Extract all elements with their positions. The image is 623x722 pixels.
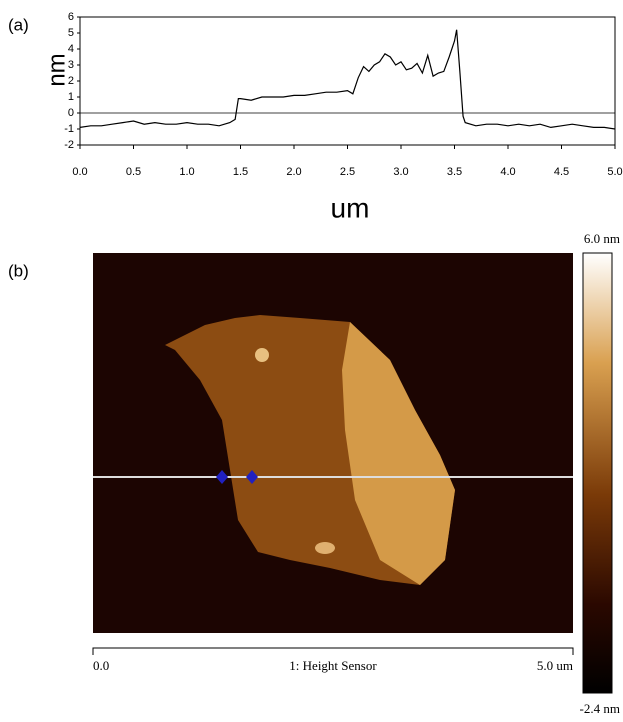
afm-image (92, 252, 613, 694)
flake-thick (342, 322, 455, 585)
y-tick-label: 0 (68, 107, 74, 119)
marker (216, 470, 228, 484)
y-tick-label: -2 (64, 139, 74, 151)
y-axis-label: nm (43, 53, 70, 86)
profile-line (79, 29, 616, 130)
x-axis-label: um (331, 192, 370, 223)
scale-max: 6.0 nm (584, 231, 620, 246)
x-tick-label: 0.5 (126, 166, 141, 178)
particle (255, 348, 269, 362)
y-tick-label: 5 (68, 27, 74, 39)
y-tick-label: 1 (68, 91, 74, 103)
y-tick-label: 6 (68, 11, 74, 23)
y-tick-label: 4 (68, 43, 74, 55)
bar-start: 0.0 (93, 658, 109, 673)
y-tick-label: 2 (68, 75, 74, 87)
channel-label: 1: Height Sensor (289, 658, 377, 673)
x-tick-label: 5.0 (607, 166, 622, 178)
particle (315, 542, 335, 554)
plot: -2 -1 0 1 2 3 4 5 6 0.0 0.5 1.0 1.5 2.0 2.5 3.0 3.5 4.0 4.… (64, 11, 622, 178)
x-tick-label: 2.5 (340, 166, 355, 178)
x-tick-label: 2.0 (286, 166, 301, 178)
scale-bar (92, 647, 574, 655)
panel-label: (a) (8, 15, 29, 34)
plot-frame (79, 16, 616, 146)
x-tick-label: 1.5 (233, 166, 248, 178)
x-tick-label: 1.0 (179, 166, 194, 178)
x-tick-label: 0.0 (72, 166, 87, 178)
scale-min: -2.4 nm (580, 701, 620, 716)
x-tick-label: 3.5 (447, 166, 462, 178)
color-bar (582, 252, 613, 694)
x-tick-label: 4.0 (500, 166, 515, 178)
marker (246, 470, 258, 484)
bar-end: 5.0 um (537, 658, 573, 673)
panel-label: (b) (8, 261, 29, 280)
y-tick-label: 3 (68, 59, 74, 71)
x-tick-label: 4.5 (554, 166, 569, 178)
x-tick-label: 3.0 (393, 166, 408, 178)
y-tick-label: -1 (64, 123, 74, 135)
